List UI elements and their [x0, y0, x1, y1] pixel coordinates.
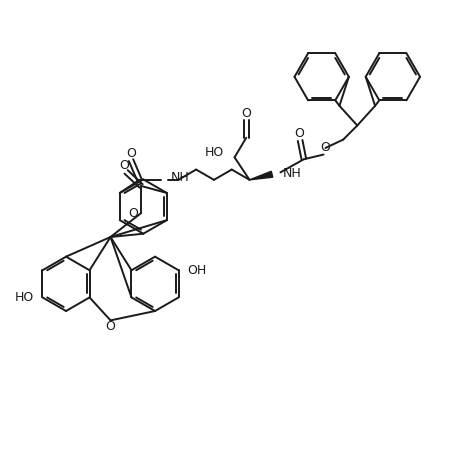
Text: OH: OH: [187, 264, 206, 277]
Text: O: O: [119, 159, 128, 172]
Text: O: O: [106, 319, 116, 332]
Text: HO: HO: [205, 146, 224, 159]
Text: NH: NH: [283, 167, 301, 180]
Text: NH: NH: [171, 171, 190, 184]
Text: O: O: [294, 128, 304, 140]
Text: O: O: [126, 147, 136, 160]
Text: O: O: [241, 107, 251, 120]
Polygon shape: [249, 171, 273, 180]
Text: HO: HO: [15, 291, 34, 304]
Text: O: O: [320, 142, 330, 155]
Text: O: O: [128, 207, 138, 219]
